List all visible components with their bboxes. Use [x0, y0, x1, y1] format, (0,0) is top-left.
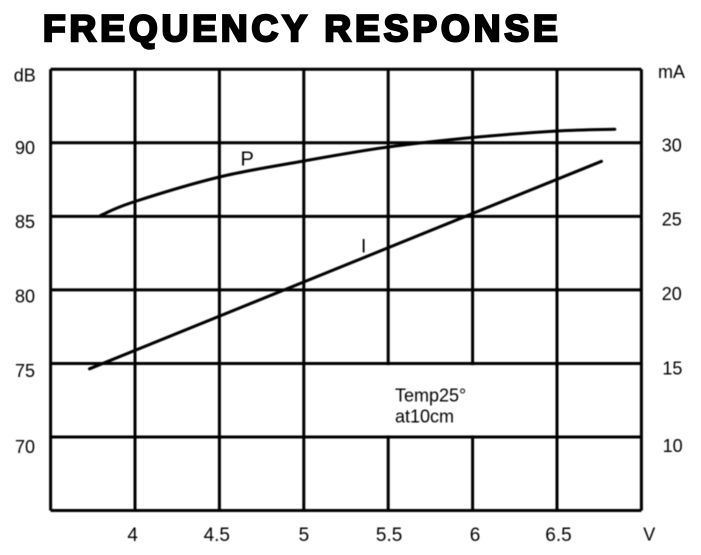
svg-text:mA: mA — [658, 62, 685, 82]
svg-text:at10cm: at10cm — [395, 406, 454, 426]
svg-text:90: 90 — [15, 138, 35, 158]
svg-text:6.5: 6.5 — [545, 525, 571, 546]
svg-text:85: 85 — [15, 212, 35, 232]
svg-text:5.5: 5.5 — [376, 525, 402, 546]
svg-text:10: 10 — [663, 436, 683, 456]
svg-text:75: 75 — [15, 361, 35, 381]
svg-text:15: 15 — [662, 359, 682, 379]
svg-text:4: 4 — [127, 525, 138, 546]
svg-text:4.5: 4.5 — [204, 525, 230, 546]
svg-text:25: 25 — [662, 210, 682, 230]
svg-text:Temp25°: Temp25° — [395, 385, 466, 405]
svg-text:V: V — [643, 524, 655, 544]
svg-text:70: 70 — [15, 437, 35, 457]
svg-text:I: I — [361, 236, 366, 257]
svg-text:dB: dB — [14, 66, 36, 86]
svg-text:80: 80 — [15, 287, 35, 307]
svg-text:6: 6 — [470, 525, 481, 546]
svg-text:P: P — [241, 148, 254, 170]
svg-text:20: 20 — [662, 284, 682, 304]
svg-text:30: 30 — [662, 136, 682, 156]
svg-text:5: 5 — [299, 525, 310, 546]
